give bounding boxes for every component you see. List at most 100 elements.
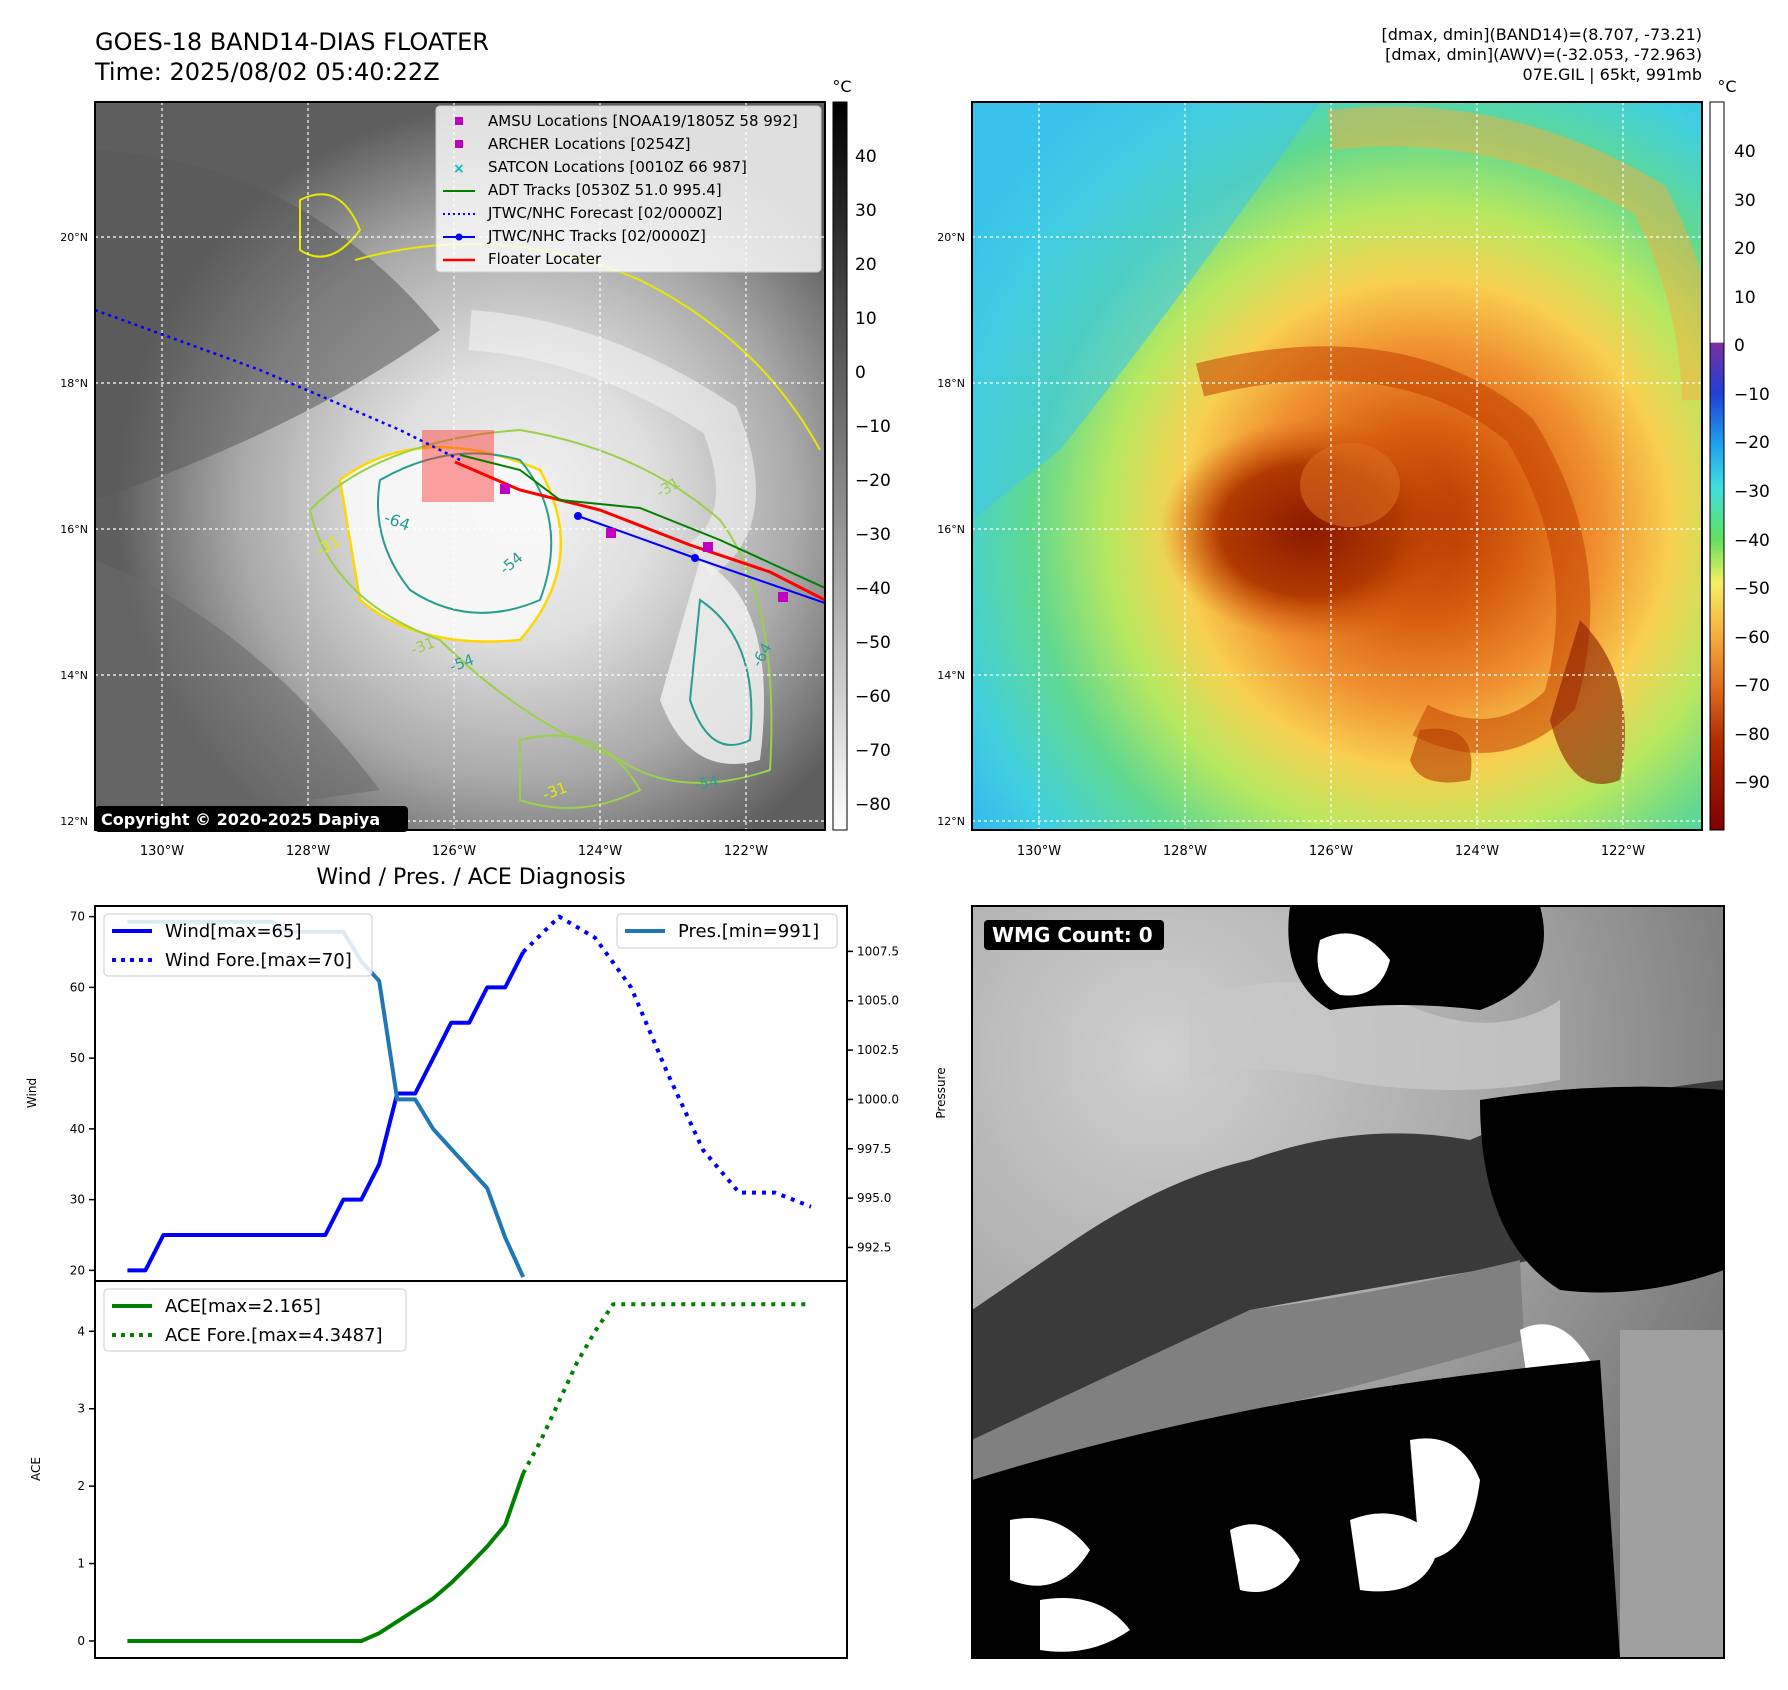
awv-lon-label: 126°W	[1309, 844, 1353, 859]
awv-colorbar-tick: −20	[1734, 433, 1770, 453]
axis-tick-label: 3	[77, 1402, 85, 1416]
legend-swatch-satcon: ×	[453, 161, 465, 177]
wmg-frame	[971, 905, 1725, 1659]
ir-lon-label: 128°W	[286, 844, 330, 859]
awv-colorbar: °C 40 30 20 10 0 −10 −20 −30 −40 −50 −60…	[1709, 77, 1770, 831]
axis-tick-label: 40	[70, 1122, 85, 1136]
awv-colorbar-tick: −30	[1734, 482, 1770, 502]
axis-tick-label: 4	[77, 1324, 85, 1338]
legend-wind-forecast-label: Wind Fore.[max=70]	[165, 950, 352, 971]
legend-floater-label: Floater Locater	[488, 250, 602, 268]
series-line-wind	[127, 951, 525, 1273]
wind-pressure-chart: 20 30 40 50 60 70 992.5 995.0 997.5 1000.0 1002.5 1…	[25, 905, 948, 1282]
ir-colorbar: °C 40 30 20 10 0 −10 −20 −30 −40 −50 −60…	[832, 77, 891, 831]
awv-colorbar-tick: 0	[1734, 336, 1745, 356]
awv-lat-label: 18°N	[937, 377, 965, 390]
wmg-count-badge-bg	[984, 920, 1164, 950]
series-line-ace	[127, 1472, 526, 1643]
wmg-count-badge: WMG Count: 0	[992, 923, 1153, 947]
awv-lat-label: 16°N	[937, 523, 965, 536]
awv-colorbar-tick: −70	[1734, 676, 1770, 696]
awv-lon-label: 122°W	[1601, 844, 1645, 859]
legend-pressure-label: Pres.[min=991]	[678, 921, 819, 942]
axis-tick-label: 50	[70, 1051, 85, 1065]
awv-colorbar-tick: 20	[1734, 239, 1756, 259]
ace-legend: ACE[max=2.165] ACE Fore.[max=4.3487]	[103, 1288, 407, 1352]
copyright-badge-bg	[95, 806, 408, 832]
legend-archer-label: ARCHER Locations [0254Z]	[488, 135, 691, 153]
awv-frame	[971, 101, 1703, 831]
axis-tick-label: 1000.0	[857, 1092, 899, 1106]
ir-colorbar-tick: 30	[855, 201, 877, 221]
amsu-location-marker	[778, 592, 788, 602]
legend-swatch-amsu	[455, 117, 463, 125]
legend-amsu-label: AMSU Locations [NOAA19/1805Z 58 992]	[488, 112, 798, 130]
ir-colorbar-tick: 40	[855, 147, 877, 167]
awv-colorbar-tick: 10	[1734, 288, 1756, 308]
axis-tick-label: 70	[70, 910, 85, 924]
axis-tick-label: 1005.0	[857, 994, 899, 1008]
ir-colorbar-tick: 0	[855, 363, 866, 383]
ir-colorbar-tick: −20	[855, 471, 891, 491]
awv-lon-label: 124°W	[1455, 844, 1499, 859]
ir-lat-label: 20°N	[60, 231, 88, 244]
axis-tick-label: 1007.5	[857, 944, 899, 958]
ir-frame	[94, 101, 826, 831]
awv-colorbar-tick: −90	[1734, 773, 1770, 793]
awv-colorbar-tick: −50	[1734, 579, 1770, 599]
diagnosis-title: Wind / Pres. / ACE Diagnosis	[316, 865, 625, 890]
ir-colorbar-tick: 20	[855, 255, 877, 275]
jtwc-track-point	[691, 554, 699, 562]
awv-colorbar-tick: 30	[1734, 191, 1756, 211]
ir-colorbar-tick: −80	[855, 795, 891, 815]
ace-chart-frame	[94, 1280, 848, 1659]
ir-lat-label: 12°N	[60, 815, 88, 828]
awv-colorbar-tick: −40	[1734, 531, 1770, 551]
legend-forecast-label: JTWC/NHC Forecast [02/0000Z]	[487, 204, 722, 222]
ir-colorbar-tick: −10	[855, 417, 891, 437]
awv-lat-label: 14°N	[937, 669, 965, 682]
ace-axes: 0 1 2 3 4	[77, 1324, 95, 1648]
ir-panel: -31 -64 -54 -31 -54 -31 -54 -64 -31 AMSU…	[60, 77, 891, 859]
awv-lat-label: 12°N	[937, 815, 965, 828]
ir-lat-label: 16°N	[60, 523, 88, 536]
axis-tick-label: 0	[77, 1634, 85, 1648]
ir-colorbar-unit: °C	[832, 77, 851, 96]
legend-swatch-tracks-marker	[455, 233, 463, 241]
storm-id: 07E.GIL | 65kt, 991mb	[1523, 65, 1703, 84]
wind-axes: 20 30 40 50 60 70 992.5 995.0 997.5 1000.0 1002.5 1…	[70, 910, 899, 1278]
copyright-text: Copyright © 2020-2025 Dapiya	[101, 810, 380, 829]
ir-lon-label: 122°W	[724, 844, 768, 859]
ace-axis-label: ACE	[29, 1457, 43, 1481]
ir-lat-label: 14°N	[60, 669, 88, 682]
awv-colorbar-tick: −80	[1734, 725, 1770, 745]
stats-band14: [dmax, dmin](BAND14)=(8.707, -73.21)	[1382, 25, 1703, 44]
legend-adt-label: ADT Tracks [0530Z 51.0 995.4]	[488, 181, 722, 199]
contour-label: -54	[693, 772, 720, 794]
awv-colorbar-tick: −10	[1734, 385, 1770, 405]
ir-colorbar-tick: 10	[855, 309, 877, 329]
pressure-legend: Pres.[min=991]	[616, 913, 838, 949]
awv-colorbar-tick: 40	[1734, 142, 1756, 162]
archer-location-marker	[606, 528, 616, 538]
axis-tick-label: 992.5	[857, 1240, 891, 1254]
series-line-wind-fore	[521, 914, 812, 1209]
legend-tracks-label: JTWC/NHC Tracks [02/0000Z]	[487, 227, 706, 245]
adt-track-line	[459, 454, 825, 589]
awv-panel: 20°N 18°N 16°N 14°N 12°N 130°W 128°W 126…	[937, 77, 1770, 859]
legend-satcon-label: SATCON Locations [0010Z 66 987]	[488, 158, 747, 176]
legend-swatch-archer	[455, 140, 463, 148]
axis-tick-label: 30	[70, 1193, 85, 1207]
awv-colorbar-unit: °C	[1717, 77, 1736, 96]
figure-time: Time: 2025/08/02 05:40:22Z	[94, 58, 440, 86]
ir-lat-label: 18°N	[60, 377, 88, 390]
ace-plot-area	[127, 1302, 811, 1643]
awv-lon-label: 128°W	[1163, 844, 1207, 859]
awv-gridlines	[972, 102, 1702, 830]
wind-axis-label: Wind	[25, 1078, 39, 1108]
axis-tick-label: 2	[77, 1479, 85, 1493]
wmg-imagery	[972, 906, 1724, 1658]
ir-lon-label: 124°W	[578, 844, 622, 859]
axis-tick-label: 20	[70, 1263, 85, 1277]
